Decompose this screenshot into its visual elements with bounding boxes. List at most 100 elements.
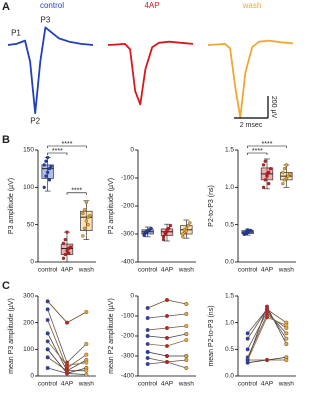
y-axis-label: P3 amplitude (µV) <box>8 178 15 234</box>
subject-marker <box>184 353 189 359</box>
page: {"chart_data":[ {"type":"waveform","pane… <box>2 0 296 388</box>
data-point <box>63 252 67 257</box>
y-axis-label: P2 amplitude (µV) <box>108 178 115 234</box>
panel-label: A <box>2 1 10 13</box>
data-point <box>65 230 69 234</box>
subject-marker <box>145 333 150 339</box>
y-tick-label: 1.0 <box>225 184 234 191</box>
x-tick-label: control <box>38 267 58 274</box>
data-point <box>284 176 288 181</box>
y-tick-label: 0.5 <box>225 346 234 353</box>
y-tick-label: 0.0 <box>225 259 234 266</box>
subject-marker <box>145 349 150 355</box>
subject-marker <box>245 357 250 363</box>
y-tick-label: 0.0 <box>225 373 234 380</box>
subject-marker <box>284 323 289 328</box>
subject-marker <box>264 357 270 363</box>
data-point <box>47 178 52 182</box>
subject-marker <box>245 331 250 336</box>
data-point <box>181 232 185 236</box>
subject-marker <box>145 355 150 361</box>
subject-marker <box>84 372 89 377</box>
data-point <box>42 163 46 167</box>
panel-label: B <box>2 134 10 146</box>
data-point <box>268 167 273 171</box>
subject-marker <box>84 360 89 365</box>
panel-label: C <box>2 280 10 292</box>
data-point <box>63 237 67 242</box>
x-tick-label: wash <box>178 267 195 274</box>
scale-label-y: 200 µV <box>270 96 277 119</box>
data-point <box>249 228 253 233</box>
data-point <box>244 230 248 234</box>
data-point <box>84 200 88 204</box>
data-point <box>168 223 173 228</box>
y-tick-label: 100 <box>23 346 34 353</box>
significance-bar <box>47 152 68 155</box>
x-tick-label: wash <box>178 381 195 388</box>
data-point <box>284 163 288 167</box>
x-tick-label: control <box>38 381 58 388</box>
data-point <box>165 228 169 232</box>
x-tick-label: wash <box>278 267 295 274</box>
subject-marker <box>84 341 89 347</box>
subject-marker <box>245 336 250 341</box>
subject-line <box>247 314 287 358</box>
y-tick-label: -100 <box>121 313 134 320</box>
y-tick-label: 0 <box>130 147 134 154</box>
data-point <box>146 228 150 233</box>
data-point <box>261 163 266 167</box>
subject-marker <box>45 317 50 323</box>
x-tick-label: control <box>238 381 258 388</box>
data-point <box>68 245 73 249</box>
y-tick-label: 1.0 <box>225 319 234 326</box>
subject-marker <box>284 331 289 336</box>
subject-line <box>47 309 87 364</box>
subject-marker <box>145 315 150 321</box>
significance-bar <box>66 192 87 195</box>
subject-marker <box>264 315 270 320</box>
data-point <box>82 208 87 212</box>
significance-bar <box>47 145 87 148</box>
y-axis-label: mean P2-to-P3 (ns) <box>208 305 215 366</box>
data-point <box>86 223 90 227</box>
subject-marker <box>284 357 289 363</box>
y-tick-label: 0.5 <box>225 221 234 228</box>
subject-marker <box>284 336 289 341</box>
subject-marker <box>145 305 150 311</box>
data-point <box>282 167 287 171</box>
y-tick-label: -100 <box>121 175 134 182</box>
subject-marker <box>45 347 50 352</box>
data-point <box>61 256 66 260</box>
data-point <box>88 214 92 218</box>
trace <box>7 26 94 115</box>
subject-marker <box>84 352 89 357</box>
data-point <box>286 174 290 178</box>
y-tick-label: 1.5 <box>225 147 234 154</box>
subject-marker <box>164 353 170 359</box>
subject-marker <box>264 307 270 312</box>
y-tick-label: 1.5 <box>225 293 234 300</box>
y-tick-label: -300 <box>121 231 134 238</box>
data-point <box>81 211 85 216</box>
significance-label: **** <box>71 188 82 195</box>
trace <box>107 40 194 106</box>
data-point <box>246 228 250 232</box>
subject-marker <box>184 365 189 371</box>
data-point <box>44 174 48 178</box>
y-tick-label: -300 <box>121 353 134 360</box>
scale-label-x: 2 msec <box>240 122 263 129</box>
data-point <box>46 170 50 175</box>
significance-label: **** <box>262 141 273 148</box>
data-point <box>186 223 190 228</box>
y-tick-label: 0 <box>30 259 34 266</box>
significance-label: **** <box>62 141 73 148</box>
significance-bar <box>247 145 287 148</box>
subject-marker <box>145 341 150 347</box>
subject-marker <box>184 323 189 329</box>
peak-label: P2 <box>30 116 40 125</box>
subject-marker <box>164 313 170 319</box>
subject-marker <box>64 363 70 368</box>
subject-marker <box>184 357 189 363</box>
